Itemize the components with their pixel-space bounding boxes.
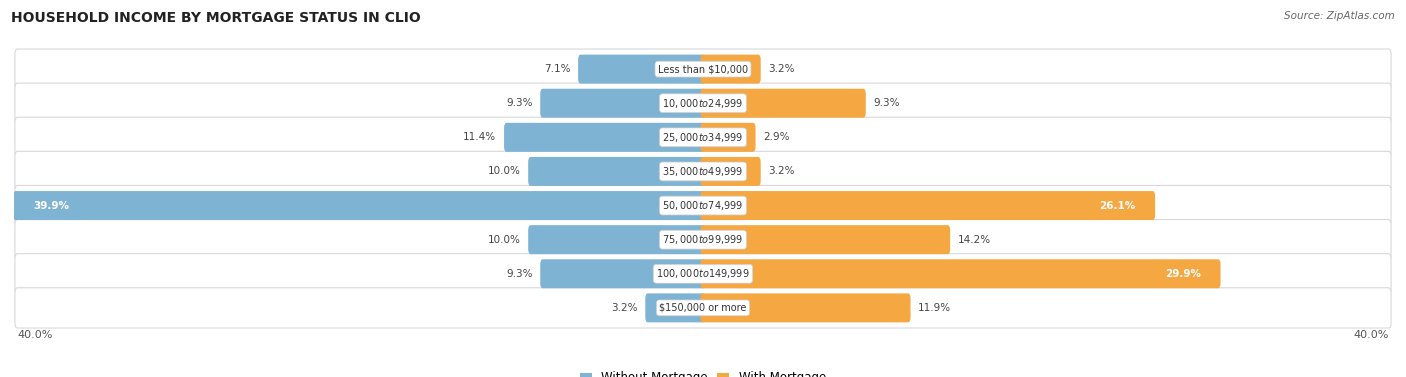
FancyBboxPatch shape xyxy=(700,191,1156,220)
FancyBboxPatch shape xyxy=(505,123,706,152)
FancyBboxPatch shape xyxy=(700,225,950,254)
FancyBboxPatch shape xyxy=(15,49,1391,89)
Text: $35,000 to $49,999: $35,000 to $49,999 xyxy=(662,165,744,178)
Text: $75,000 to $99,999: $75,000 to $99,999 xyxy=(662,233,744,246)
Text: $150,000 or more: $150,000 or more xyxy=(659,303,747,313)
Text: 10.0%: 10.0% xyxy=(488,234,520,245)
Text: $25,000 to $34,999: $25,000 to $34,999 xyxy=(662,131,744,144)
FancyBboxPatch shape xyxy=(645,293,706,322)
FancyBboxPatch shape xyxy=(15,254,1391,294)
FancyBboxPatch shape xyxy=(13,191,706,220)
Text: 7.1%: 7.1% xyxy=(544,64,571,74)
Text: 29.9%: 29.9% xyxy=(1164,269,1201,279)
Text: Less than $10,000: Less than $10,000 xyxy=(658,64,748,74)
FancyBboxPatch shape xyxy=(578,55,706,84)
Text: 3.2%: 3.2% xyxy=(769,166,794,176)
Text: 11.4%: 11.4% xyxy=(463,132,496,143)
FancyBboxPatch shape xyxy=(540,89,706,118)
FancyBboxPatch shape xyxy=(15,219,1391,260)
FancyBboxPatch shape xyxy=(700,89,866,118)
FancyBboxPatch shape xyxy=(700,293,911,322)
FancyBboxPatch shape xyxy=(15,151,1391,192)
FancyBboxPatch shape xyxy=(15,117,1391,158)
Text: $100,000 to $149,999: $100,000 to $149,999 xyxy=(657,267,749,280)
FancyBboxPatch shape xyxy=(540,259,706,288)
FancyBboxPatch shape xyxy=(700,123,755,152)
Text: 11.9%: 11.9% xyxy=(918,303,952,313)
Text: 3.2%: 3.2% xyxy=(769,64,794,74)
Text: $10,000 to $24,999: $10,000 to $24,999 xyxy=(662,97,744,110)
FancyBboxPatch shape xyxy=(529,157,706,186)
Text: 9.3%: 9.3% xyxy=(873,98,900,108)
Text: 10.0%: 10.0% xyxy=(488,166,520,176)
Text: 3.2%: 3.2% xyxy=(612,303,637,313)
Text: 14.2%: 14.2% xyxy=(957,234,991,245)
Text: 2.9%: 2.9% xyxy=(763,132,790,143)
FancyBboxPatch shape xyxy=(15,185,1391,226)
FancyBboxPatch shape xyxy=(529,225,706,254)
Text: 9.3%: 9.3% xyxy=(506,98,533,108)
Text: Source: ZipAtlas.com: Source: ZipAtlas.com xyxy=(1284,11,1395,21)
FancyBboxPatch shape xyxy=(700,55,761,84)
Text: $50,000 to $74,999: $50,000 to $74,999 xyxy=(662,199,744,212)
Text: 26.1%: 26.1% xyxy=(1099,201,1135,211)
Text: 40.0%: 40.0% xyxy=(1353,330,1389,340)
FancyBboxPatch shape xyxy=(700,157,761,186)
FancyBboxPatch shape xyxy=(15,288,1391,328)
Legend: Without Mortgage, With Mortgage: Without Mortgage, With Mortgage xyxy=(575,366,831,377)
Text: 9.3%: 9.3% xyxy=(506,269,533,279)
Text: 40.0%: 40.0% xyxy=(17,330,53,340)
FancyBboxPatch shape xyxy=(700,259,1220,288)
FancyBboxPatch shape xyxy=(15,83,1391,123)
Text: 39.9%: 39.9% xyxy=(32,201,69,211)
Text: HOUSEHOLD INCOME BY MORTGAGE STATUS IN CLIO: HOUSEHOLD INCOME BY MORTGAGE STATUS IN C… xyxy=(11,11,420,25)
